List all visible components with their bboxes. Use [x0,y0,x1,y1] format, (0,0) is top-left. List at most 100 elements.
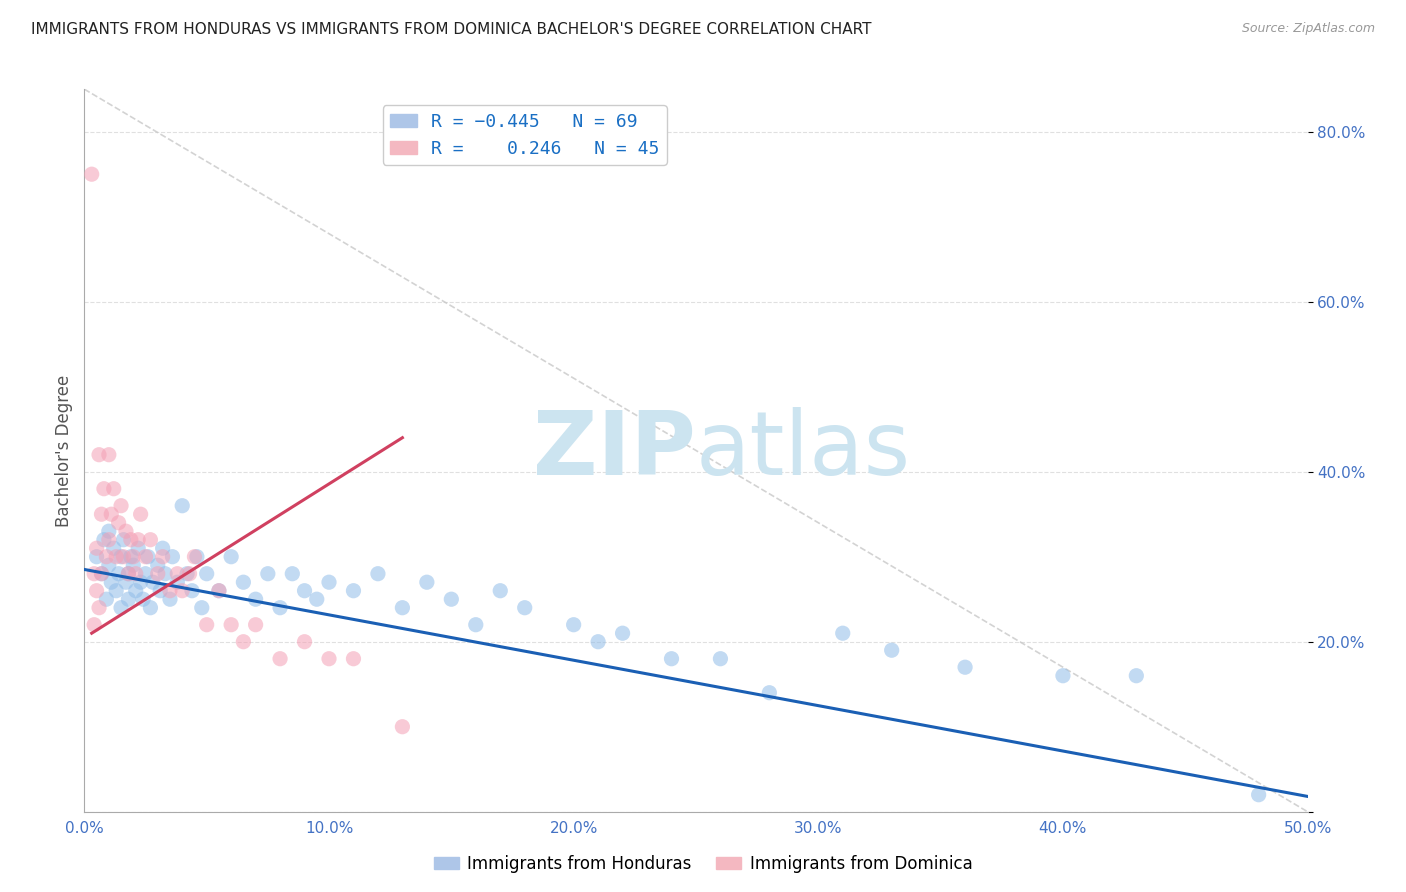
Point [142,575,165,590]
Point [464,617,486,632]
Point [219,549,242,564]
Point [117,566,139,581]
Point [232,575,254,590]
Point [105,583,128,598]
Point [195,617,218,632]
Point [219,617,242,632]
Point [149,583,172,598]
Point [97,448,120,462]
Point [281,566,304,581]
Point [367,566,389,581]
Point [90,566,112,581]
Point [709,651,731,665]
Point [269,651,291,665]
Point [489,583,512,598]
Point [318,651,340,665]
Point [135,566,157,581]
Point [120,549,142,564]
Point [125,566,148,581]
Point [153,566,176,581]
Point [391,720,413,734]
Point [96,592,118,607]
Point [115,524,138,539]
Text: atlas: atlas [696,407,911,494]
Legend: R = −0.445   N = 69, R =    0.246   N = 45: R = −0.445 N = 69, R = 0.246 N = 45 [382,105,666,165]
Point [125,583,148,598]
Point [186,549,208,564]
Point [1052,669,1074,683]
Point [208,583,231,598]
Point [195,566,218,581]
Point [294,583,316,598]
Point [416,575,439,590]
Point [97,524,120,539]
Point [122,549,145,564]
Point [86,549,108,564]
Point [132,592,155,607]
Point [96,549,118,564]
Point [100,575,122,590]
Point [110,499,132,513]
Point [176,566,198,581]
Point [129,575,152,590]
Point [294,634,316,648]
Point [1125,669,1147,683]
Point [90,566,112,581]
Point [107,516,129,530]
Point [440,592,463,607]
Point [172,583,194,598]
Point [342,583,364,598]
Point [146,558,169,573]
Point [586,634,609,648]
Point [831,626,853,640]
Text: ZIP: ZIP [533,407,696,494]
Point [159,583,181,598]
Point [93,533,115,547]
Point [166,575,188,590]
Point [90,507,112,521]
Point [129,507,152,521]
Point [191,600,214,615]
Point [86,583,108,598]
Point [166,566,188,581]
Point [612,626,634,640]
Point [103,541,125,556]
Point [122,558,145,573]
Point [97,533,120,547]
Point [661,651,683,665]
Legend: Immigrants from Honduras, Immigrants from Dominica: Immigrants from Honduras, Immigrants fro… [427,848,979,880]
Point [127,533,149,547]
Point [112,549,135,564]
Point [139,600,162,615]
Point [87,448,110,462]
Point [181,583,204,598]
Point [86,541,108,556]
Point [162,549,184,564]
Point [117,592,139,607]
Point [120,533,142,547]
Point [93,482,115,496]
Point [305,592,328,607]
Point [513,600,536,615]
Point [159,592,181,607]
Point [318,575,340,590]
Point [1247,788,1270,802]
Point [562,617,585,632]
Point [172,499,194,513]
Point [208,583,231,598]
Point [83,566,105,581]
Point [103,482,125,496]
Text: Source: ZipAtlas.com: Source: ZipAtlas.com [1241,22,1375,36]
Point [107,566,129,581]
Point [110,600,132,615]
Point [115,575,138,590]
Point [135,549,157,564]
Point [152,549,174,564]
Point [232,634,254,648]
Point [342,651,364,665]
Point [179,566,201,581]
Y-axis label: Bachelor's Degree: Bachelor's Degree [55,375,73,526]
Point [112,533,135,547]
Point [183,549,205,564]
Point [146,566,169,581]
